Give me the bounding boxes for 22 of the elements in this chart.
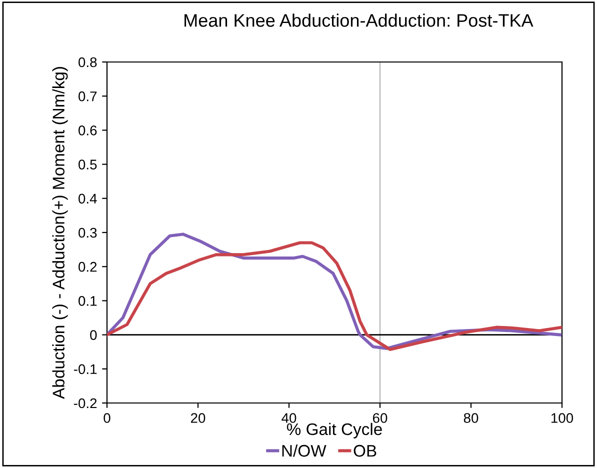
chart-title: Mean Knee Abduction-Adduction: Post-TKA [184,14,534,27]
legend-label: N/OW [282,444,326,457]
x-tick-label: 0 [104,413,110,423]
x-tick-label: 60 [372,413,388,423]
y-tick-label: 0.8 [78,57,97,68]
y-tick-label: -0.1 [74,364,97,374]
y-tick-label: 0.7 [78,91,97,102]
x-axis-title: % Gait Cycle [286,422,382,438]
y-tick-label: 0.4 [78,194,97,204]
y-axis-title: Abduction (-) - Adduction(+) Moment (Nm/kg) [52,67,68,399]
x-tick-label: 80 [464,413,478,423]
x-tick-label: 20 [190,413,206,423]
y-tick-label: 0.3 [78,228,97,238]
y-tick-label: 0 [90,330,97,340]
x-tick-label: 40 [282,413,296,423]
legend-label: OB [354,444,376,457]
y-tick-label: 0.5 [78,160,97,170]
x-tick-label: 100 [551,413,574,423]
y-tick-label: -0.2 [74,398,97,408]
y-tick-label: 0.2 [78,262,97,272]
y-tick-label: 0.1 [78,296,97,306]
y-tick-label: 0.6 [78,126,97,136]
